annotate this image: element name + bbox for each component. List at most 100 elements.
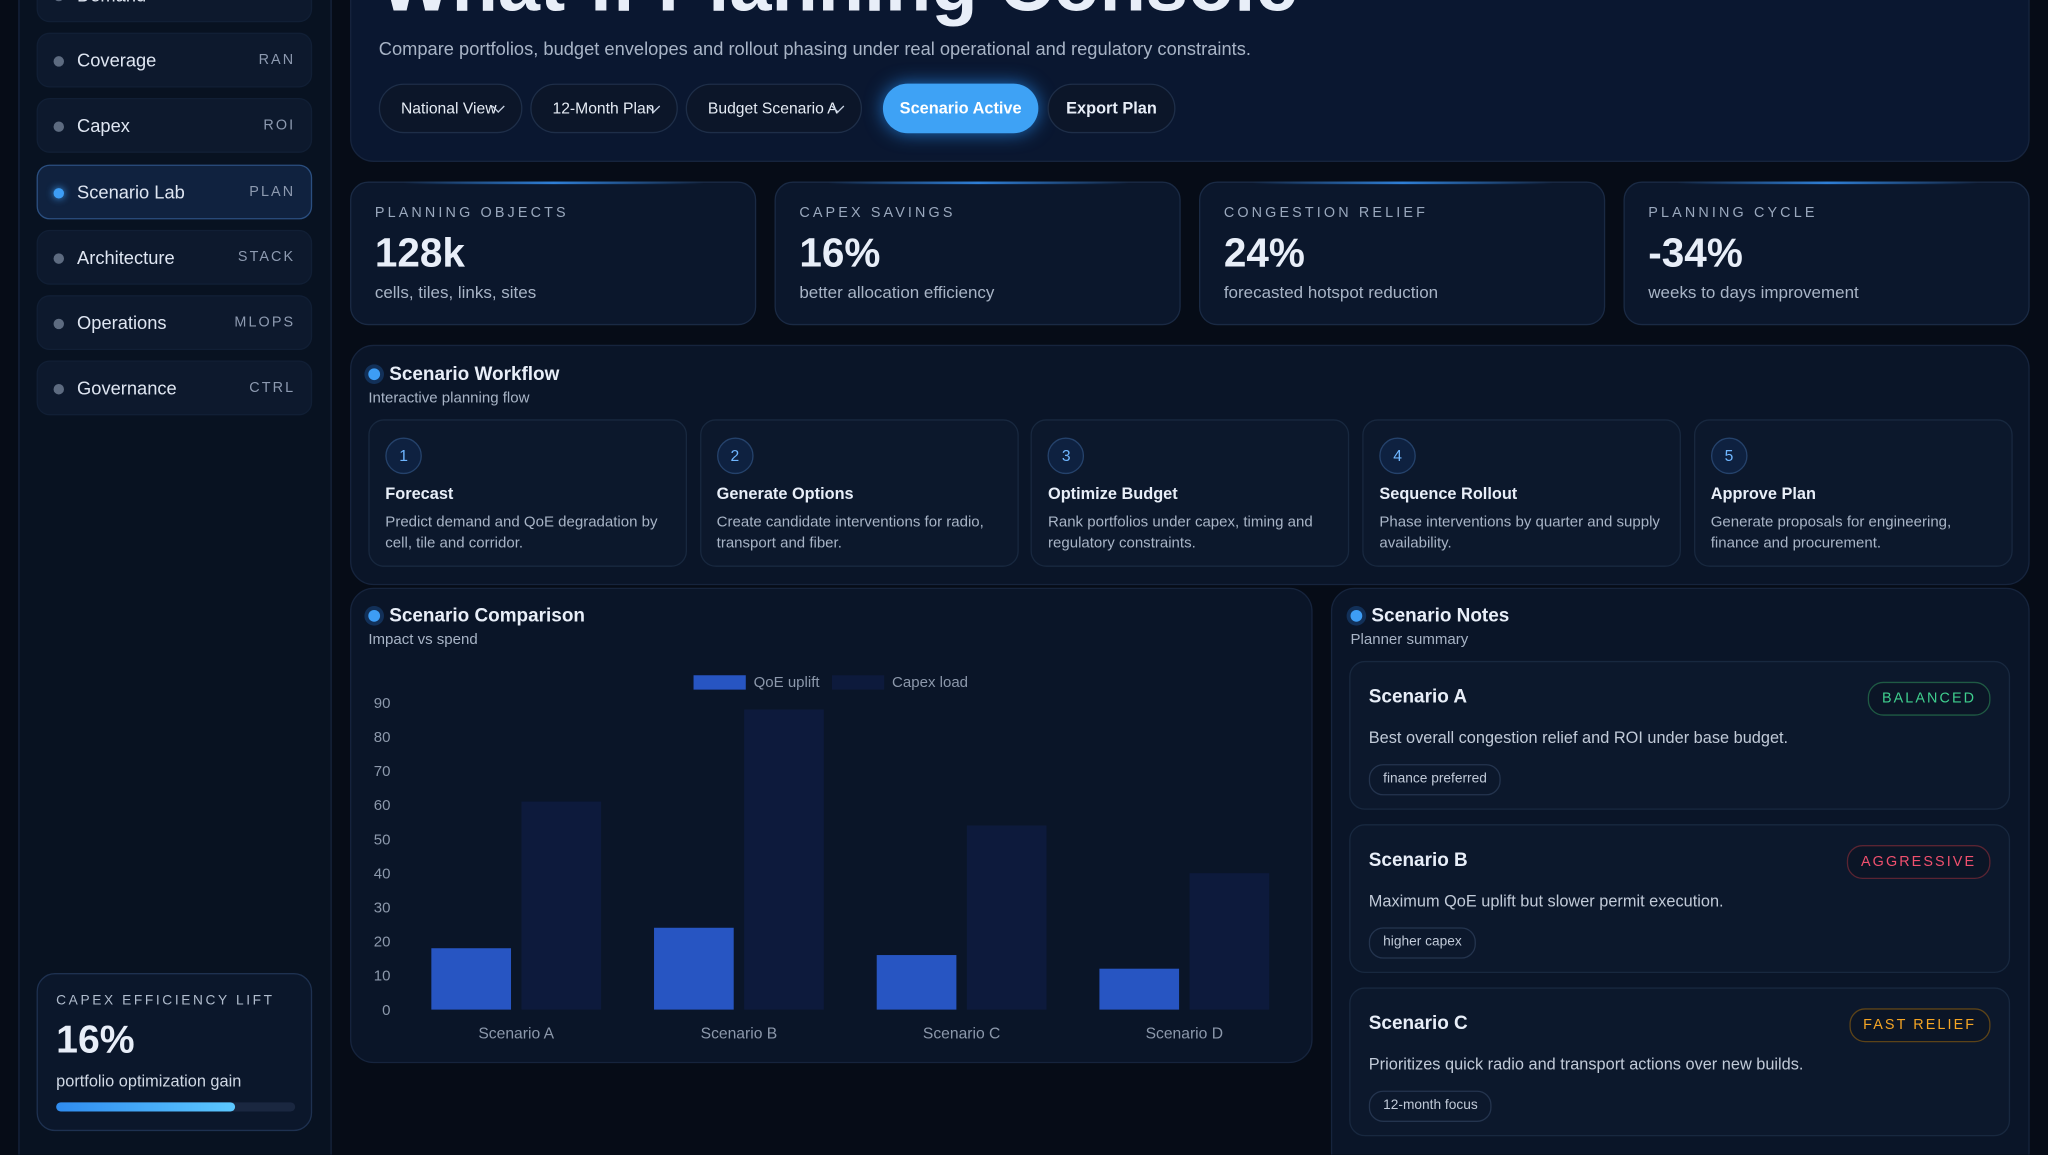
nav-tag: MLOPS <box>234 314 296 331</box>
kpi-label: CONGESTION RELIEF <box>1223 205 1428 221</box>
bar <box>876 955 957 1010</box>
nav-dot <box>53 121 64 133</box>
step-number: 5 <box>1710 437 1748 475</box>
step-text: Generate proposals for engineering, fina… <box>1710 514 1952 552</box>
workflow-step[interactable]: 5 Approve Plan Generate proposals for engi… <box>1693 419 2013 567</box>
bar <box>744 709 824 1010</box>
kpi-value: 16% <box>799 229 881 276</box>
bar <box>431 948 512 1010</box>
nav-dot <box>53 187 64 198</box>
efficiency-card: CAPEX EFFICIENCY LIFT 16% portfolio opti… <box>36 973 313 1132</box>
kpi-caption: cells, tiles, links, sites <box>374 282 537 302</box>
note-badge: AGGRESSIVE <box>1846 845 1991 880</box>
nav-label: Architecture <box>77 246 175 268</box>
chart-title: Scenario Comparison <box>389 606 585 627</box>
nav-item[interactable]: Capex ROI <box>36 98 313 154</box>
x-tick-label: Scenario C <box>923 1025 1000 1042</box>
step-text: Phase interventions by quarter and suppl… <box>1379 514 1660 552</box>
kpi-label: PLANNING CYCLE <box>1648 205 1818 221</box>
kpi-value: -34% <box>1648 229 1743 276</box>
kpi-card: PLANNING OBJECTS 128k cells, tiles, links,… <box>350 181 757 326</box>
step-text: Predict demand and QoE degradation by ce… <box>385 514 658 552</box>
y-tick-label: 40 <box>374 865 391 882</box>
kpi-glow <box>403 181 704 185</box>
section-bullet <box>368 609 381 622</box>
page-subtitle: Compare portfolios, budget envelopes and… <box>378 37 1251 59</box>
kpi-card: CONGESTION RELIEF 24% forecasted hotspot r… <box>1198 181 1606 326</box>
step-text: Rank portfolios under capex, timing and … <box>1048 514 1313 552</box>
step-number: 4 <box>1379 437 1416 475</box>
note-text: Maximum QoE uplift but slower permit exe… <box>1368 892 1724 911</box>
bar <box>654 927 734 1010</box>
kpi-caption: weeks to days improvement <box>1648 282 1859 302</box>
dropdown[interactable]: National View <box>378 83 523 134</box>
step-number: 1 <box>385 437 422 475</box>
nav-label: Governance <box>77 377 177 399</box>
nav-label: Scenario Lab <box>77 181 185 202</box>
note-badge: BALANCED <box>1867 681 1991 716</box>
kpi-glow <box>1677 181 1978 185</box>
nav-dot <box>53 0 64 2</box>
note-name: Scenario A <box>1368 687 1468 708</box>
note-text: Best overall congestion relief and ROI u… <box>1368 728 1789 748</box>
primary-button[interactable]: Scenario Active <box>882 83 1039 134</box>
workflow-step[interactable]: 2 Generate Options Create candidate interv… <box>699 419 1019 567</box>
nav-tag: ROI <box>263 118 296 134</box>
note-card: Scenario B AGGRESSIVE Maximum QoE uplift b… <box>1349 824 2011 974</box>
x-tick-label: Scenario A <box>478 1025 554 1042</box>
note-tag: 12-month focus <box>1368 1090 1493 1122</box>
workflow-step[interactable]: 4 Sequence Rollout Phase interventions by … <box>1362 419 1682 567</box>
kpi-label: CAPEX SAVINGS <box>799 205 956 221</box>
nav-item[interactable]: Governance CTRL <box>36 360 313 416</box>
bar <box>1189 873 1270 1010</box>
kpi-value: 24% <box>1223 229 1305 276</box>
workflow-step[interactable]: 3 Optimize Budget Rank portfolios under ca… <box>1031 419 1350 567</box>
bar <box>1099 968 1180 1010</box>
y-tick-label: 20 <box>374 934 391 951</box>
nav-item[interactable]: Demand FORECAST <box>36 0 313 23</box>
kpi-value: 128k <box>374 229 465 276</box>
legend-label: Capex load <box>892 674 968 691</box>
progress-track <box>56 1102 296 1112</box>
dropdown[interactable]: 12-Month Plan <box>530 83 678 134</box>
y-tick-label: 70 <box>374 763 391 780</box>
header-panel: What-If Planning Console Compare portfol… <box>350 0 2030 162</box>
section-subtitle: Interactive planning flow <box>368 390 530 407</box>
step-title: Optimize Budget <box>1048 484 1178 503</box>
note-name: Scenario C <box>1368 1013 1468 1035</box>
kpi-card: CAPEX SAVINGS 16% better allocation effici… <box>774 181 1181 326</box>
nav-dot <box>53 56 64 67</box>
nav-tag: RAN <box>258 52 296 69</box>
nav-tag: PLAN <box>249 183 296 200</box>
kpi-label: PLANNING OBJECTS <box>374 205 569 221</box>
section-bullet <box>368 368 381 381</box>
nav-item[interactable]: Coverage RAN <box>36 32 313 88</box>
note-tag: finance preferred <box>1368 764 1502 796</box>
chart: 0 10 20 30 40 50 60 70 80 90 QoE uplift Capex load S… <box>374 674 1270 1042</box>
y-tick-label: 10 <box>374 968 391 985</box>
nav-item[interactable]: Operations MLOPS <box>36 295 313 351</box>
nav-item[interactable]: Scenario Lab PLAN <box>36 164 313 219</box>
note-card: Scenario A BALANCED Best overall congestio… <box>1349 660 2011 810</box>
step-number: 2 <box>716 437 754 475</box>
y-tick-label: 0 <box>382 1002 390 1019</box>
bar <box>521 801 602 1010</box>
x-tick-label: Scenario D <box>1146 1025 1223 1042</box>
y-tick-label: 60 <box>374 797 391 814</box>
nav-label: Coverage <box>77 49 157 71</box>
nav-item[interactable]: Architecture STACK <box>36 229 313 285</box>
section-subtitle: Planner summary <box>1350 632 1469 648</box>
card-label: CAPEX EFFICIENCY LIFT <box>56 992 275 1009</box>
nav-dot <box>53 384 64 395</box>
note-badge: FAST RELIEF <box>1848 1008 1991 1043</box>
y-tick-label: 50 <box>374 831 391 848</box>
step-text: Create candidate interventions for radio… <box>716 514 984 552</box>
secondary-button[interactable]: Export Plan <box>1047 83 1176 134</box>
legend-swatch <box>831 675 885 690</box>
dropdown[interactable]: Budget Scenario A <box>685 83 863 134</box>
workflow-step[interactable]: 1 Forecast Predict demand and QoE degradat… <box>368 419 688 567</box>
kpi-caption: forecasted hotspot reduction <box>1223 282 1439 302</box>
chart-panel: Scenario Comparison Impact vs spend 0 10 2… <box>350 587 1313 1064</box>
nav-label: Demand <box>77 0 146 5</box>
